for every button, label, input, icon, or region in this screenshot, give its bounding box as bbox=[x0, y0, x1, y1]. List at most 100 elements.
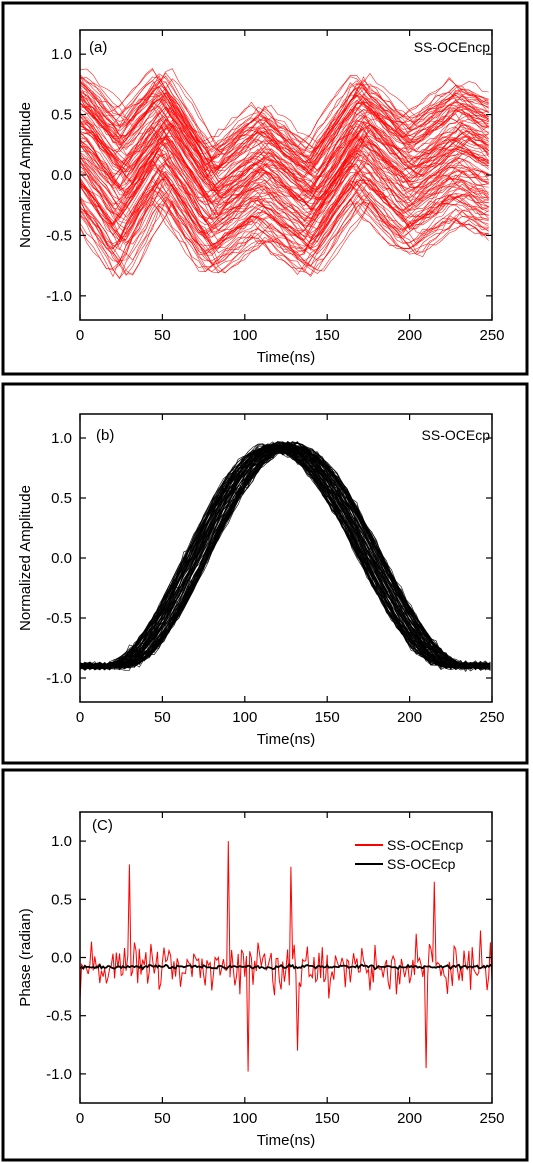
trace-a-32 bbox=[80, 83, 489, 162]
trace-a-103 bbox=[80, 142, 489, 220]
trace-a-51 bbox=[80, 119, 489, 196]
x-tick-label: 200 bbox=[397, 709, 422, 726]
trace-a-70 bbox=[80, 73, 489, 151]
x-tick-label: 0 bbox=[76, 1110, 84, 1127]
trace-a-87 bbox=[80, 135, 489, 211]
y-tick-label: 0.0 bbox=[51, 950, 72, 967]
panel-tag: (C) bbox=[92, 817, 113, 834]
trace-a-119 bbox=[80, 149, 489, 223]
trace-a-107 bbox=[80, 121, 489, 195]
y-axis-label: Normalized Amplitude bbox=[17, 102, 34, 248]
trace-a-99 bbox=[80, 177, 489, 255]
trace-a-47 bbox=[80, 202, 489, 279]
y-tick-label: -1.0 bbox=[46, 288, 72, 305]
trace-a-86 bbox=[80, 80, 489, 160]
x-tick-label: 100 bbox=[232, 327, 257, 344]
panel-annotation: SS-OCEcp bbox=[422, 427, 491, 443]
trace-a-69 bbox=[80, 198, 489, 273]
trace-a-95 bbox=[80, 90, 489, 167]
trace-b-97 bbox=[80, 443, 491, 669]
trace-b-80 bbox=[80, 441, 491, 671]
x-tick-label: 0 bbox=[76, 327, 84, 344]
y-tick-label: 0.0 bbox=[51, 167, 72, 184]
panel-tag: (b) bbox=[96, 427, 114, 444]
x-tick-label: 100 bbox=[232, 709, 257, 726]
panel-border-3 bbox=[1, 768, 529, 1162]
trace-a-72 bbox=[80, 127, 489, 204]
trace-b-98 bbox=[80, 446, 491, 669]
x-axis-label: Time(ns) bbox=[257, 349, 316, 366]
y-tick-label: 1.0 bbox=[51, 430, 72, 447]
series-ss-ocencp bbox=[80, 841, 492, 1072]
trace-a-114 bbox=[80, 119, 489, 195]
plot-area-2 bbox=[80, 440, 491, 673]
x-tick-label: 100 bbox=[232, 1110, 257, 1127]
x-axis-label: Time(ns) bbox=[257, 731, 316, 748]
y-tick-label: -0.5 bbox=[46, 227, 72, 244]
panel-border-1 bbox=[1, 1, 529, 376]
legend-label-ss-ocencp: SS-OCEncp bbox=[387, 837, 463, 853]
trace-b-86 bbox=[80, 442, 491, 669]
trace-a-101 bbox=[80, 120, 489, 197]
x-tick-label: 150 bbox=[315, 1110, 340, 1127]
trace-a-41 bbox=[80, 86, 489, 163]
x-tick-label: 0 bbox=[76, 709, 84, 726]
trace-a-112 bbox=[80, 94, 489, 169]
trace-a-109 bbox=[80, 127, 489, 201]
trace-a-78 bbox=[80, 142, 489, 216]
x-tick-label: 250 bbox=[479, 709, 504, 726]
trace-a-92 bbox=[80, 77, 489, 156]
panel-border-2 bbox=[1, 382, 529, 765]
trace-a-110 bbox=[80, 180, 489, 253]
trace-a-80 bbox=[80, 187, 489, 263]
trace-a-93 bbox=[80, 175, 489, 250]
trace-a-104 bbox=[80, 162, 489, 235]
trace-a-91 bbox=[80, 68, 489, 147]
trace-a-48 bbox=[80, 150, 489, 220]
trace-a-33 bbox=[80, 147, 489, 227]
x-tick-label: 50 bbox=[154, 709, 171, 726]
trace-a-52 bbox=[80, 169, 489, 239]
trace-a-118 bbox=[80, 89, 489, 167]
x-tick-label: 250 bbox=[479, 1110, 504, 1127]
y-tick-label: 0.5 bbox=[51, 490, 72, 507]
y-tick-label: 1.0 bbox=[51, 46, 72, 63]
trace-a-120 bbox=[80, 81, 489, 161]
y-tick-label: -1.0 bbox=[46, 1066, 72, 1083]
y-tick-label: -0.5 bbox=[46, 610, 72, 627]
x-tick-label: 150 bbox=[315, 709, 340, 726]
y-tick-label: 1.0 bbox=[51, 833, 72, 850]
x-tick-label: 200 bbox=[397, 327, 422, 344]
y-tick-label: 0.0 bbox=[51, 550, 72, 567]
y-tick-label: -1.0 bbox=[46, 670, 72, 687]
y-tick-label: 0.5 bbox=[51, 107, 72, 124]
x-axis-label: Time(ns) bbox=[257, 1132, 316, 1149]
y-axis-label: Phase (radian) bbox=[17, 908, 34, 1006]
trace-b-100 bbox=[80, 444, 491, 670]
trace-a-105 bbox=[80, 160, 489, 237]
trace-a-60 bbox=[80, 176, 489, 250]
trace-a-108 bbox=[80, 153, 489, 222]
x-tick-label: 250 bbox=[479, 327, 504, 344]
trace-a-67 bbox=[80, 67, 489, 148]
trace-a-106 bbox=[80, 178, 489, 255]
trace-a-5 bbox=[80, 200, 489, 275]
trace-a-19 bbox=[80, 168, 489, 241]
trace-a-77 bbox=[80, 194, 489, 267]
panel-tag: (a) bbox=[89, 39, 107, 56]
trace-a-61 bbox=[80, 135, 489, 207]
trace-a-42 bbox=[80, 148, 489, 220]
trace-a-116 bbox=[80, 105, 489, 179]
x-tick-label: 50 bbox=[154, 327, 171, 344]
trace-a-75 bbox=[80, 151, 489, 226]
plot-area-3 bbox=[80, 841, 492, 1072]
plot-area-1 bbox=[80, 67, 489, 280]
trace-a-111 bbox=[80, 101, 489, 180]
trace-a-50 bbox=[80, 173, 489, 249]
x-tick-label: 50 bbox=[154, 1110, 171, 1127]
trace-a-4 bbox=[80, 124, 489, 199]
trace-a-97 bbox=[80, 123, 489, 193]
y-tick-label: 0.5 bbox=[51, 891, 72, 908]
